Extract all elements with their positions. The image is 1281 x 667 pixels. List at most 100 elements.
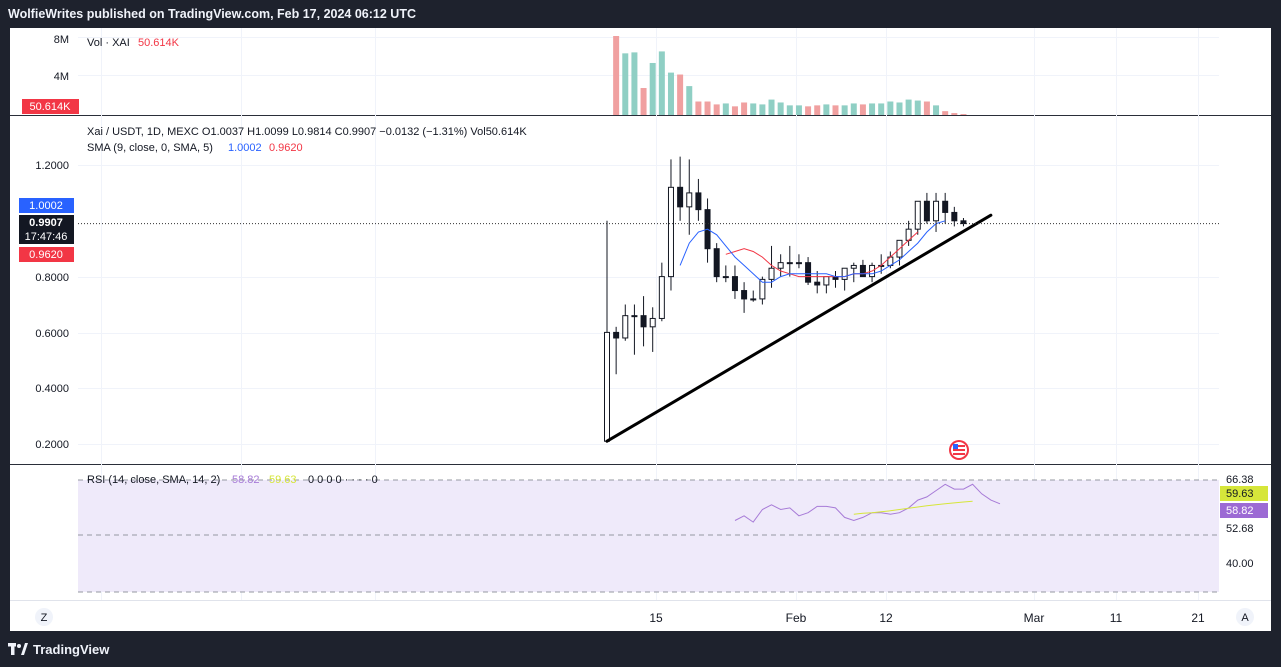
volume-bar [896,102,903,115]
candle-body [859,264,866,278]
volume-bar [814,105,821,115]
candle-body [814,281,821,286]
candle-body [768,267,775,280]
volume-bar [914,100,921,115]
volume-bar [768,99,775,115]
candles [604,156,967,442]
rsi-line [734,483,1001,523]
candle-body [942,200,949,213]
volume-bar [869,103,876,115]
sma-fast-badge-text: 1.0002 [29,200,63,212]
candle-body [786,262,793,265]
volume-bar [750,103,757,115]
chart-canvas[interactable]: Vol · XAI 50.614K 8M 4M 50.614K Xai / US… [10,28,1271,631]
candle-body [658,276,665,319]
rsi-legend-label: RSI (14, close, SMA, 14, 2) [87,474,220,486]
volume-bar [759,104,766,115]
volume-bar [933,105,940,115]
candle-body [649,317,656,328]
volume-bar [640,88,647,115]
rsi-ma-badge [1220,486,1268,501]
rsi-y-tick: 66.38 [1226,474,1254,486]
time-label: 21 [1191,611,1205,625]
volume-bar [923,101,930,115]
timezone-toggle-button[interactable]: Z [35,608,53,626]
sma-fast-badge [19,198,74,213]
time-label: 15 [649,611,663,625]
sma-slow-badge-text: 0.9620 [29,249,63,261]
last-price-badge-text: 0.9907 [29,217,63,229]
rsi-legend-ma-value: 59.63 [269,474,297,486]
volume-bar [786,105,793,115]
candle-body [823,276,830,286]
volume-y-tick: 4M [54,71,69,83]
us-flag-icon[interactable] [949,440,969,460]
volume-bar [878,103,885,115]
price-y-tick: 0.6000 [35,328,69,340]
tradingview-logo[interactable]: TradingView [8,641,109,657]
volume-bar [731,106,738,115]
price-y-tick: 0.4000 [35,383,69,395]
time-label: 11 [1110,611,1123,625]
last-price-badge [19,215,74,244]
candle-body [914,200,921,230]
candle-body [640,315,647,328]
auto-scale-label: A [1241,612,1249,624]
volume-bar [850,103,857,115]
rsi-ma-line [853,500,973,515]
rsi-band-fill [78,480,1219,592]
rsi-badge-text: 58.82 [1226,505,1254,517]
volume-bar [942,111,949,115]
sma-legend-label: SMA (9, close, 0, SMA, 5) [87,142,213,154]
candle-body [631,315,638,318]
tradingview-logo-icon [8,643,28,655]
trendline[interactable] [605,213,993,443]
sma-slow-badge [19,247,74,262]
candle-body [759,278,766,300]
volume-bar [677,74,684,115]
volume-bar [859,104,866,115]
volume-last-badge [22,99,79,114]
candle-body [777,262,784,269]
volume-bar [777,102,784,115]
candle-body [686,192,693,208]
rsi-y-tick: 40.00 [1226,558,1254,570]
candle-body [722,276,729,279]
candle-body [667,186,674,278]
volume-bar [805,106,812,115]
volume-bar [841,105,848,115]
candle-body [841,267,848,280]
candle-body [613,331,620,339]
candle-body [850,264,857,269]
footer: TradingView [0,631,1281,667]
candle-body [750,298,757,301]
candle-body [695,192,702,211]
candle-body [731,276,738,292]
sma-fast-line [679,220,946,283]
candle-body [795,262,802,265]
candle-body [604,331,610,442]
candle-body [677,186,684,208]
candle-body [741,290,748,300]
candle-body [951,211,958,222]
volume-legend-name: Vol · XAI [87,37,130,49]
candle-body [713,248,720,278]
candle-body [622,315,629,339]
price-y-tick: 0.2000 [35,439,69,451]
sma-slow-line [725,231,919,278]
rsi-ma-badge-text: 59.63 [1226,488,1254,500]
candle-body [933,200,940,222]
rsi-legend-value: 58.82 [232,474,260,486]
candle-body [805,262,812,283]
chart-frame[interactable]: Vol · XAI 50.614K 8M 4M 50.614K Xai / US… [10,28,1271,631]
volume-bar [823,104,830,115]
volume-bar [905,99,912,115]
volume-bar [887,101,894,115]
volume-bars [613,36,967,115]
auto-scale-button[interactable]: A [1236,608,1254,626]
volume-legend-value: 50.614K [138,37,180,49]
publish-line: WolfieWrites published on TradingView.co… [8,7,416,21]
volume-bar [960,114,967,115]
volume-bar [631,52,638,115]
volume-bar [686,86,693,115]
